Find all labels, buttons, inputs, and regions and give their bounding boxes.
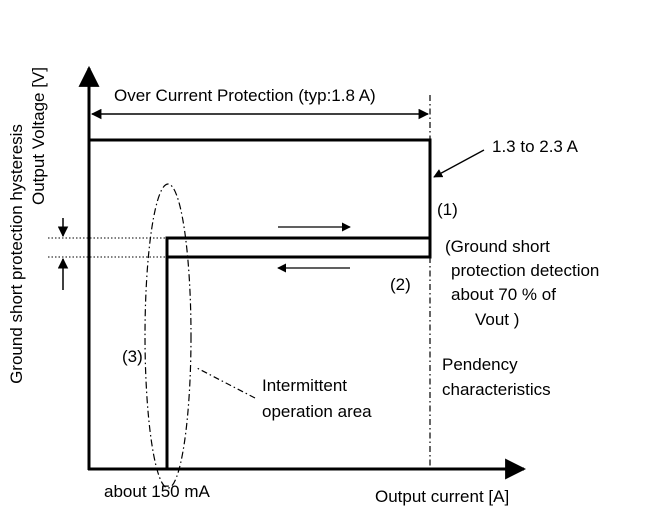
intermittent-leader xyxy=(194,366,256,399)
min-current-label: about 150 mA xyxy=(104,482,211,501)
marker-3: (3) xyxy=(122,347,143,366)
intermittent-area-ellipse xyxy=(144,183,192,489)
hysteresis-label: Ground short protection hysteresis xyxy=(7,124,26,384)
return-curve xyxy=(167,238,432,259)
marker-2: (2) xyxy=(390,275,411,294)
range-label: 1.3 to 2.3 A xyxy=(492,137,579,156)
pendency-label-line-1: Pendency xyxy=(442,355,518,374)
gsp-label-line-4: Vout ) xyxy=(475,310,519,329)
characteristic-curve xyxy=(89,138,432,469)
intermittent-label-line-2: operation area xyxy=(262,402,372,421)
ocp-label: Over Current Protection (typ:1.8 A) xyxy=(114,86,376,105)
x-axis-label: Output current [A] xyxy=(375,487,509,506)
intermittent-label-line-1: Intermittent xyxy=(262,376,347,395)
range-pointer-arrow xyxy=(433,149,485,178)
gsp-label-line-1: (Ground short xyxy=(445,237,550,256)
y-axis-label: Output Voltage [V] xyxy=(29,67,48,205)
pendency-label-line-2: characteristics xyxy=(442,380,551,399)
gsp-label-line-2: protection detection xyxy=(451,261,599,280)
gsp-label-line-3: about 70 % of xyxy=(451,285,556,304)
marker-1: (1) xyxy=(437,200,458,219)
